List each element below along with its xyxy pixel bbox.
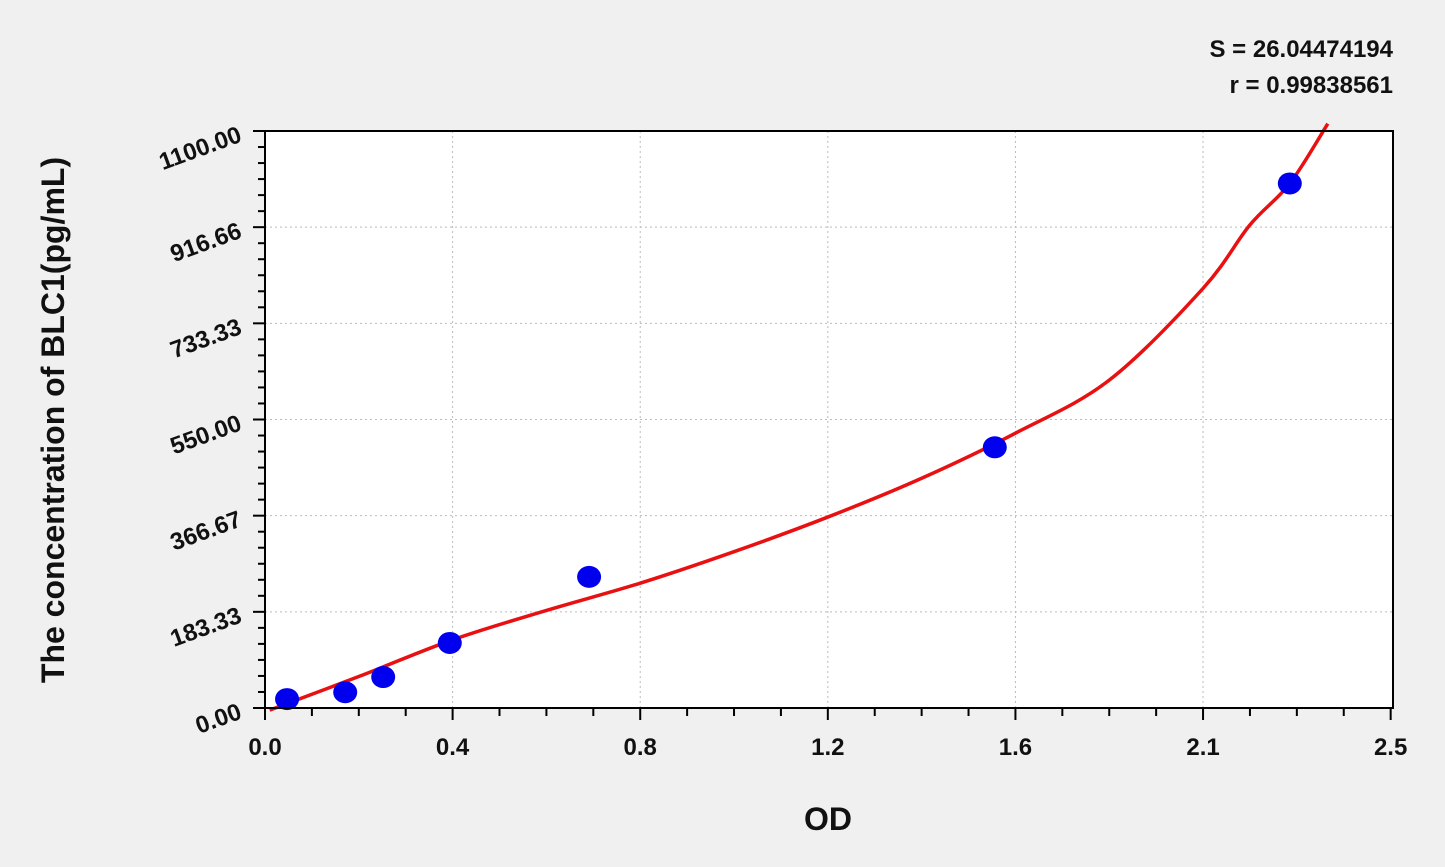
data-point (982, 436, 1007, 459)
x-tick-label: 2.1 (1186, 734, 1219, 761)
y-tick-label: 366.67 (167, 506, 245, 556)
data-point (1277, 172, 1302, 195)
annotation-r: r = 0.99838561 (1230, 72, 1394, 99)
axis-ticks (253, 130, 1392, 720)
x-axis-label: OD (804, 801, 852, 837)
y-tick-label: 916.66 (167, 217, 245, 267)
data-point (275, 688, 300, 711)
y-tick-labels: 0.00 183.33 366.67 550.00 733.33 916.66 1100.0… (156, 121, 246, 739)
data-point (577, 565, 602, 588)
annotation-s: S = 26.04474194 (1209, 36, 1393, 63)
x-tick-label: 0.0 (248, 734, 281, 761)
y-tick-label: 0.00 (192, 698, 245, 739)
x-tick-label: 2.5 (1374, 734, 1407, 761)
x-tick-labels: 0.0 0.4 0.8 1.2 1.6 2.1 2.5 (248, 734, 1407, 761)
data-points-group (275, 172, 1302, 711)
plot-area (265, 131, 1393, 708)
data-point (371, 666, 396, 689)
y-axis-label: The concentration of BLC1(pg/mL) (35, 157, 71, 683)
x-tick-label: 1.2 (811, 734, 844, 761)
x-tick-label: 0.8 (624, 734, 657, 761)
data-point (333, 681, 358, 704)
data-point (437, 631, 462, 654)
y-tick-label: 550.00 (167, 410, 245, 460)
y-tick-label: 1100.00 (156, 121, 246, 176)
y-tick-label: 733.33 (167, 314, 245, 364)
x-tick-label: 1.6 (999, 734, 1032, 761)
x-tick-label: 0.4 (436, 734, 470, 761)
grid-lines (265, 131, 1393, 708)
y-tick-label: 183.33 (167, 602, 245, 652)
